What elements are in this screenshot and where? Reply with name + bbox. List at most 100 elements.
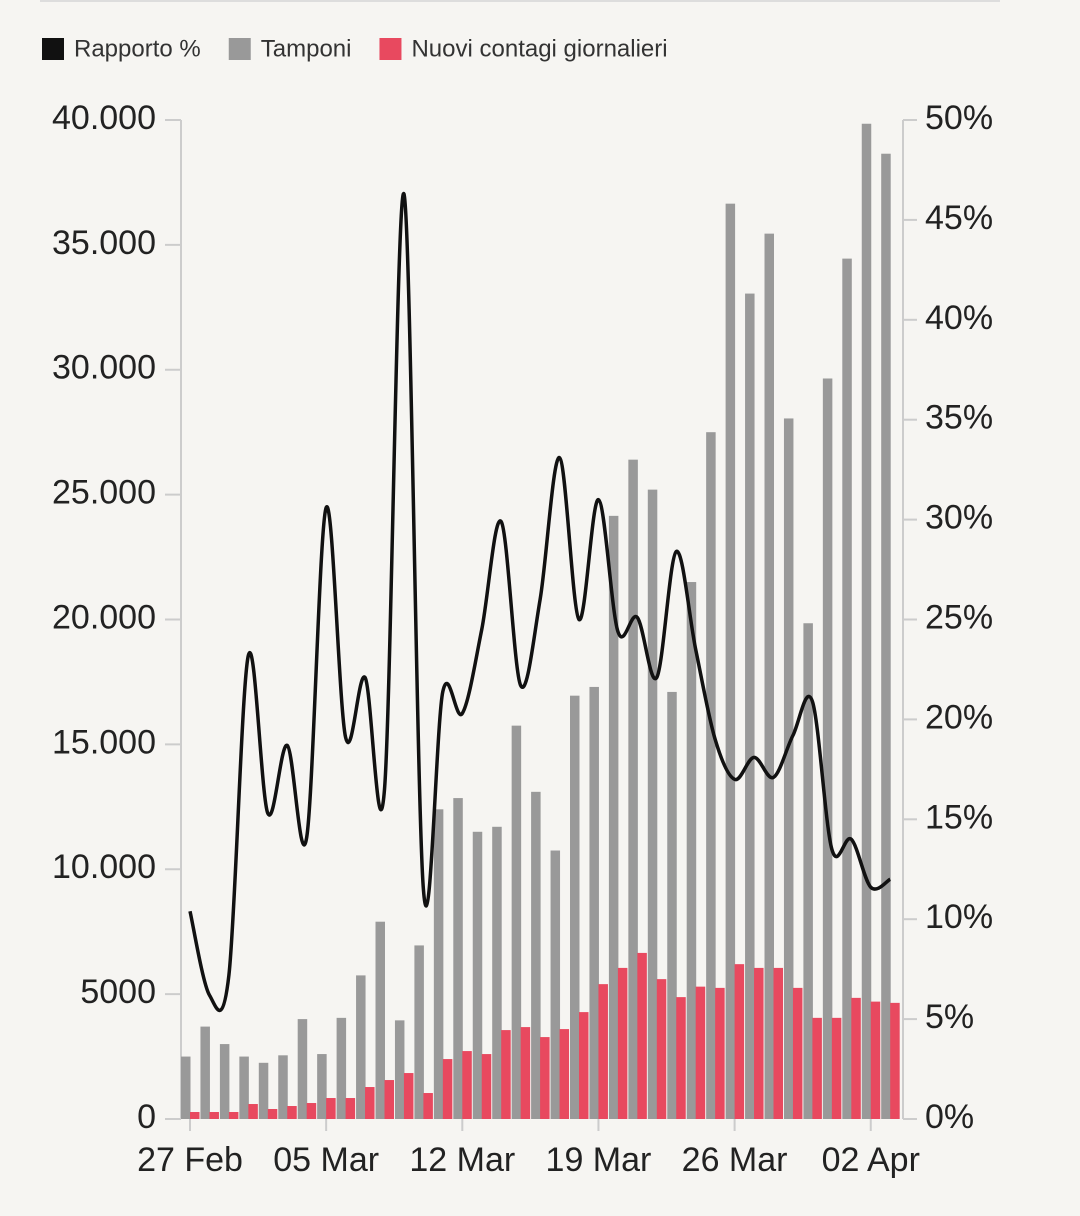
bar — [695, 986, 706, 1119]
bar — [472, 831, 483, 1119]
y-tick-label: 20.000 — [52, 598, 156, 636]
legend-swatch — [379, 38, 402, 60]
y-tick-label: 10.000 — [52, 848, 156, 886]
bar — [336, 1017, 347, 1119]
legend-swatch — [42, 38, 64, 60]
y2-tick-label: 30% — [925, 499, 993, 537]
bar — [462, 1051, 472, 1119]
bar — [598, 984, 608, 1119]
bar — [851, 997, 861, 1119]
x-tick-label: 27 Feb — [137, 1141, 243, 1179]
bar — [589, 686, 599, 1119]
bar — [365, 1087, 375, 1119]
bar — [559, 1029, 570, 1119]
y-tick-label: 25.000 — [52, 474, 156, 512]
bar — [656, 979, 667, 1119]
bar — [306, 1103, 317, 1119]
legend-label: Rapporto % — [74, 35, 201, 62]
x-tick-label: 26 Mar — [682, 1141, 788, 1179]
bar — [326, 1098, 336, 1119]
bar — [890, 1002, 900, 1119]
y2-tick-label: 10% — [925, 898, 993, 936]
y2-tick-label: 25% — [925, 598, 993, 636]
bar — [570, 695, 580, 1119]
x-tick-label: 12 Mar — [409, 1141, 515, 1179]
legend-swatch — [228, 38, 251, 60]
x-tick-label: 02 Apr — [822, 1141, 920, 1179]
bar — [317, 1054, 327, 1119]
bar — [453, 798, 463, 1119]
bar — [520, 1027, 531, 1119]
bar — [745, 293, 755, 1119]
y-tick-label: 5000 — [80, 973, 156, 1011]
bar — [209, 1112, 219, 1119]
bar — [550, 850, 561, 1119]
bar — [414, 945, 424, 1119]
bar — [287, 1106, 297, 1119]
y2-tick-label: 50% — [925, 99, 993, 137]
bar — [647, 489, 658, 1119]
y2-tick-label: 40% — [925, 299, 993, 337]
bar — [200, 1026, 210, 1119]
bar — [345, 1098, 356, 1119]
y2-tick-label: 35% — [925, 399, 993, 437]
bar — [812, 1017, 822, 1119]
bar — [579, 1012, 589, 1119]
bar — [433, 809, 444, 1119]
bar — [297, 1019, 308, 1119]
bar — [667, 691, 677, 1119]
bar — [531, 791, 541, 1119]
legend-label: Tamponi — [261, 35, 352, 62]
bar — [715, 987, 725, 1119]
bar — [258, 1062, 269, 1119]
line — [188, 192, 892, 1013]
bar — [686, 582, 697, 1119]
y-tick-label: 40.000 — [52, 99, 156, 137]
bar — [384, 1080, 394, 1119]
bar — [608, 515, 619, 1119]
bar — [764, 233, 774, 1120]
bar — [248, 1104, 258, 1119]
bar — [676, 997, 686, 1119]
bar — [773, 967, 783, 1119]
bar — [394, 1020, 405, 1119]
y-tick-label: 15.000 — [52, 723, 156, 761]
y2-tick-label: 0% — [925, 1098, 974, 1136]
y-tick-label: 30.000 — [52, 349, 156, 387]
bar — [706, 432, 716, 1119]
bar — [239, 1056, 249, 1119]
bar — [803, 623, 813, 1119]
x-tick-label: 19 Mar — [546, 1141, 652, 1179]
bar — [481, 1054, 492, 1119]
bar — [423, 1093, 433, 1119]
legend-label: Nuovi contagi giornalieri — [411, 35, 667, 62]
bar — [861, 123, 872, 1120]
bar — [403, 1073, 414, 1119]
bar — [725, 203, 736, 1119]
bar — [617, 967, 628, 1119]
bar — [842, 258, 852, 1120]
bar — [190, 1112, 200, 1119]
bar — [831, 1017, 842, 1119]
bar — [356, 975, 366, 1119]
bar — [501, 1030, 511, 1119]
y-tick-label: 35.000 — [52, 224, 156, 262]
y2-tick-label: 45% — [925, 199, 993, 237]
bar — [375, 921, 385, 1119]
bar — [783, 418, 794, 1119]
bar — [822, 378, 833, 1120]
bar — [792, 987, 803, 1119]
bar — [181, 1056, 191, 1119]
y2-tick-label: 5% — [925, 998, 974, 1036]
bar — [881, 153, 891, 1119]
y-tick-label: 0 — [137, 1098, 156, 1136]
x-tick-label: 05 Mar — [273, 1141, 379, 1179]
bar — [278, 1055, 288, 1119]
bar — [492, 826, 502, 1119]
bar — [442, 1059, 453, 1119]
bar — [228, 1112, 239, 1119]
bar — [219, 1044, 230, 1119]
bar — [267, 1109, 278, 1119]
bar — [734, 964, 745, 1119]
